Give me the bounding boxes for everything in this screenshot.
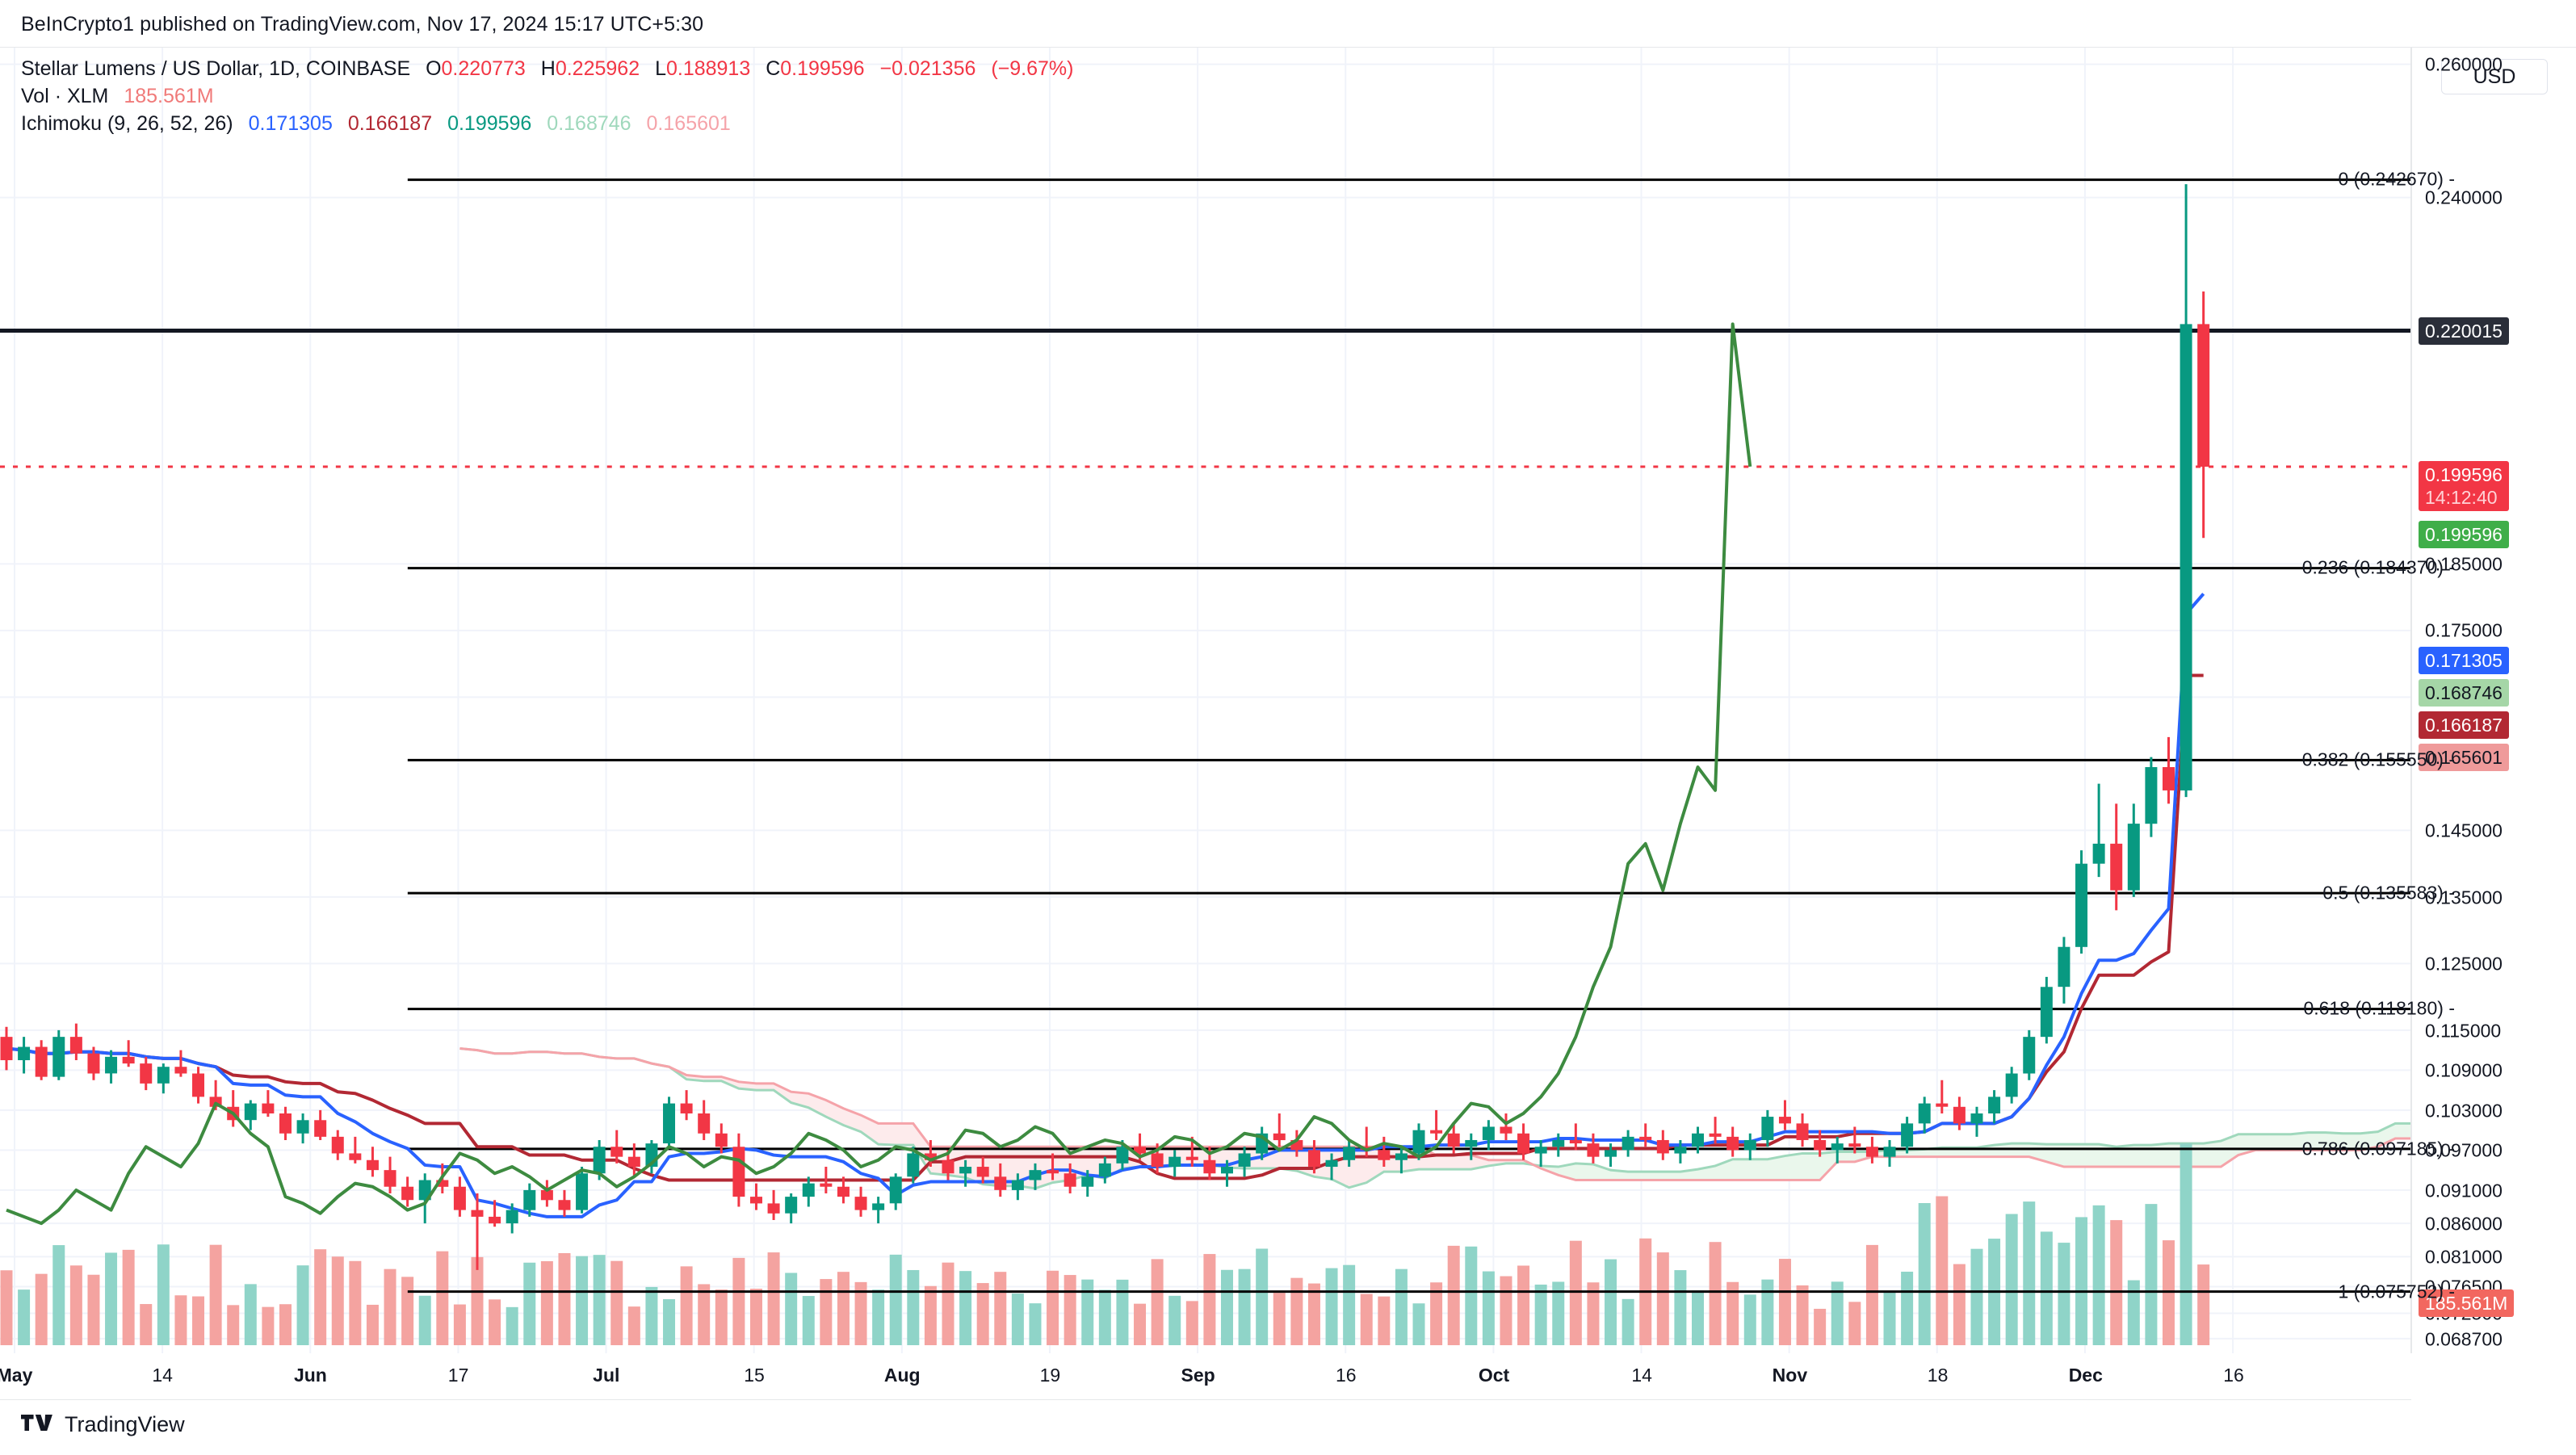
last-price-badge: 0.199596 14:12:40 <box>2419 461 2509 512</box>
legend-open-label: O <box>426 57 442 80</box>
legend-low-value: 0.188913 <box>665 57 751 80</box>
legend-volume-value: 185.561M <box>124 85 214 107</box>
fibonacci-level-label: 0.786 (0.097185) - <box>2301 1138 2455 1159</box>
last-price-badge-value: 0.199596 <box>2425 464 2503 486</box>
candlestick-series <box>0 184 2210 1270</box>
attribution-text: BeInCrypto1 published on TradingView.com… <box>21 13 704 36</box>
countdown-timer: 14:12:40 <box>2425 487 2498 509</box>
legend-chikou-value: 0.199596 <box>447 112 532 135</box>
price-tick: 0.175000 <box>2425 619 2503 641</box>
fibonacci-level-label: 0.382 (0.155550) - <box>2301 748 2455 770</box>
time-axis-tick: Dec <box>2068 1365 2103 1386</box>
price-tick: 0.097000 <box>2425 1139 2503 1161</box>
footer: TradingView <box>21 1411 185 1438</box>
legend-open-value: 0.220773 <box>441 57 526 80</box>
time-axis-tick: Jun <box>293 1365 327 1386</box>
close-marker-badge-value: 0.199596 <box>2425 524 2503 546</box>
volume-badge: 185.561M <box>2419 1289 2515 1318</box>
legend-symbol-row[interactable]: Stellar Lumens / US Dollar, 1D, COINBASE… <box>21 55 1073 82</box>
legend-low-label: L <box>655 57 666 80</box>
chart-legend: Stellar Lumens / US Dollar, 1D, COINBASE… <box>21 55 1073 137</box>
price-tick: 0.115000 <box>2425 1020 2502 1042</box>
kijun-badge-value: 0.166187 <box>2425 714 2503 736</box>
time-axis-tick: Oct <box>1478 1365 1510 1386</box>
fibonacci-level-label: 0.5 (0.135583) - <box>2322 882 2455 904</box>
time-axis[interactable]: May 14 Jun 17 Jul 15 Aug 19 Sep 16 Oct 14 Nov 18 Dec 16 <box>0 1353 2411 1400</box>
legend-change-percent: (−9.67%) <box>991 57 1074 80</box>
time-axis-tick: 15 <box>744 1365 765 1386</box>
time-axis-tick: 16 <box>2223 1365 2244 1386</box>
time-axis-tick: 18 <box>1927 1365 1949 1386</box>
fibonacci-level-label: 0.236 (0.184370) - <box>2301 556 2455 578</box>
legend-close-value: 0.199596 <box>780 57 865 80</box>
chart-canvas[interactable] <box>0 47 2411 1353</box>
time-axis-tick: 14 <box>152 1365 173 1386</box>
ichimoku-kijun-line <box>6 673 2204 1182</box>
legend-close-label: C <box>766 57 781 80</box>
legend-high-label: H <box>540 57 556 80</box>
price-tick: 0.103000 <box>2425 1100 2503 1122</box>
legend-ichimoku-row[interactable]: Ichimoku (9, 26, 52, 26) 0.171305 0.1661… <box>21 110 1073 137</box>
senkou-a-badge-value: 0.168746 <box>2425 681 2503 703</box>
price-axis[interactable]: USD 0.260000 0.240000 0.185000 0.175000 0.16… <box>2411 47 2576 1353</box>
price-tick: 0.135000 <box>2425 887 2503 908</box>
price-tick: 0.185000 <box>2425 553 2503 575</box>
volume-histogram <box>0 1143 2210 1346</box>
time-axis-tick: 19 <box>1039 1365 1061 1386</box>
legend-ichimoku-label: Ichimoku (9, 26, 52, 26) <box>21 112 233 135</box>
price-tick: 0.068700 <box>2425 1328 2503 1350</box>
prev-close-badge-value: 0.220015 <box>2425 320 2503 342</box>
fibonacci-level-label: 0 (0.242670) - <box>2338 168 2456 190</box>
kijun-badge: 0.166187 <box>2419 711 2509 739</box>
senkou-b-badge-value: 0.165601 <box>2425 746 2503 768</box>
legend-senkou-a-value: 0.168746 <box>547 112 631 135</box>
time-axis-tick: Aug <box>883 1365 921 1386</box>
price-tick: 0.145000 <box>2425 820 2503 841</box>
time-axis-tick: 16 <box>1336 1365 1357 1386</box>
volume-badge-value: 185.561M <box>2425 1293 2508 1315</box>
close-marker-badge: 0.199596 <box>2419 521 2509 549</box>
time-axis-tick: 17 <box>447 1365 469 1386</box>
legend-volume-label: Vol · XLM <box>21 85 109 107</box>
ichimoku-tenkan-line <box>6 593 2205 1218</box>
price-tick: 0.260000 <box>2425 53 2503 75</box>
senkou-a-badge: 0.168746 <box>2419 678 2509 707</box>
price-tick: 0.086000 <box>2425 1213 2503 1235</box>
time-axis-tick: 14 <box>1631 1365 1652 1386</box>
fibonacci-level-label: 1 (0.075752) - <box>2338 1281 2456 1302</box>
tenkan-badge: 0.171305 <box>2419 646 2509 674</box>
time-axis-tick: Sep <box>1181 1365 1215 1386</box>
chart-plot-area[interactable] <box>0 48 2410 1353</box>
legend-high-value: 0.225962 <box>555 57 640 80</box>
price-tick: 0.081000 <box>2425 1246 2503 1268</box>
legend-kijun-value: 0.166187 <box>347 112 433 135</box>
price-tick: 0.091000 <box>2425 1180 2503 1201</box>
prev-close-badge: 0.220015 <box>2419 317 2509 345</box>
time-axis-tick: Nov <box>1772 1365 1808 1386</box>
price-tick: 0.109000 <box>2425 1059 2503 1081</box>
chart-series-svg <box>0 48 2410 1353</box>
legend-change: −0.021356 <box>879 57 976 80</box>
currency-button[interactable]: USD <box>2441 59 2548 94</box>
ichimoku-chikou-line <box>6 322 1752 1226</box>
legend-senkou-b-value: 0.165601 <box>646 112 731 135</box>
time-axis-tick: Jul <box>593 1365 620 1386</box>
price-tick: 0.125000 <box>2425 953 2503 975</box>
tenkan-badge-value: 0.171305 <box>2425 649 2503 671</box>
fibonacci-level-label: 0.618 (0.118180) - <box>2303 997 2455 1019</box>
senkou-b-badge: 0.165601 <box>2419 743 2509 771</box>
tradingview-brand-text: TradingView <box>65 1412 185 1436</box>
tradingview-logo-icon <box>21 1411 53 1438</box>
time-axis-tick: May <box>0 1365 33 1386</box>
legend-symbol: Stellar Lumens / US Dollar, 1D, COINBASE <box>21 57 411 80</box>
legend-tenkan-value: 0.171305 <box>248 112 333 135</box>
legend-volume-row[interactable]: Vol · XLM 185.561M <box>21 82 1073 110</box>
price-tick: 0.240000 <box>2425 187 2503 208</box>
